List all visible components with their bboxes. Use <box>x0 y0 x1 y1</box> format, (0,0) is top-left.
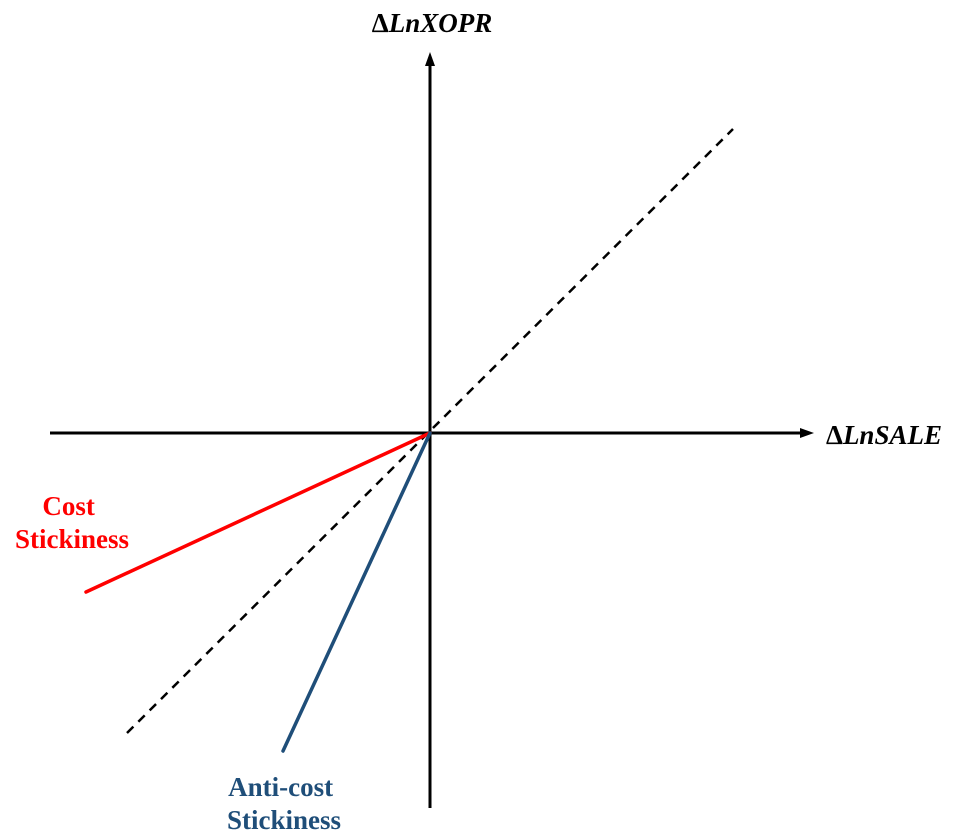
anti-cost-stickiness-label: Anti-cost Stickiness <box>227 772 341 835</box>
y-axis-label: ΔLnXOPR <box>372 8 492 38</box>
anti-cost-stickiness-line <box>281 431 432 753</box>
x-axis-label: ΔLnSALE <box>826 420 942 450</box>
cost-stickiness-label: Cost Stickiness <box>15 491 129 554</box>
cost-stickiness-line <box>84 431 432 594</box>
y-axis-arrow-icon <box>425 52 435 66</box>
x-axis-arrow-icon <box>800 428 814 438</box>
